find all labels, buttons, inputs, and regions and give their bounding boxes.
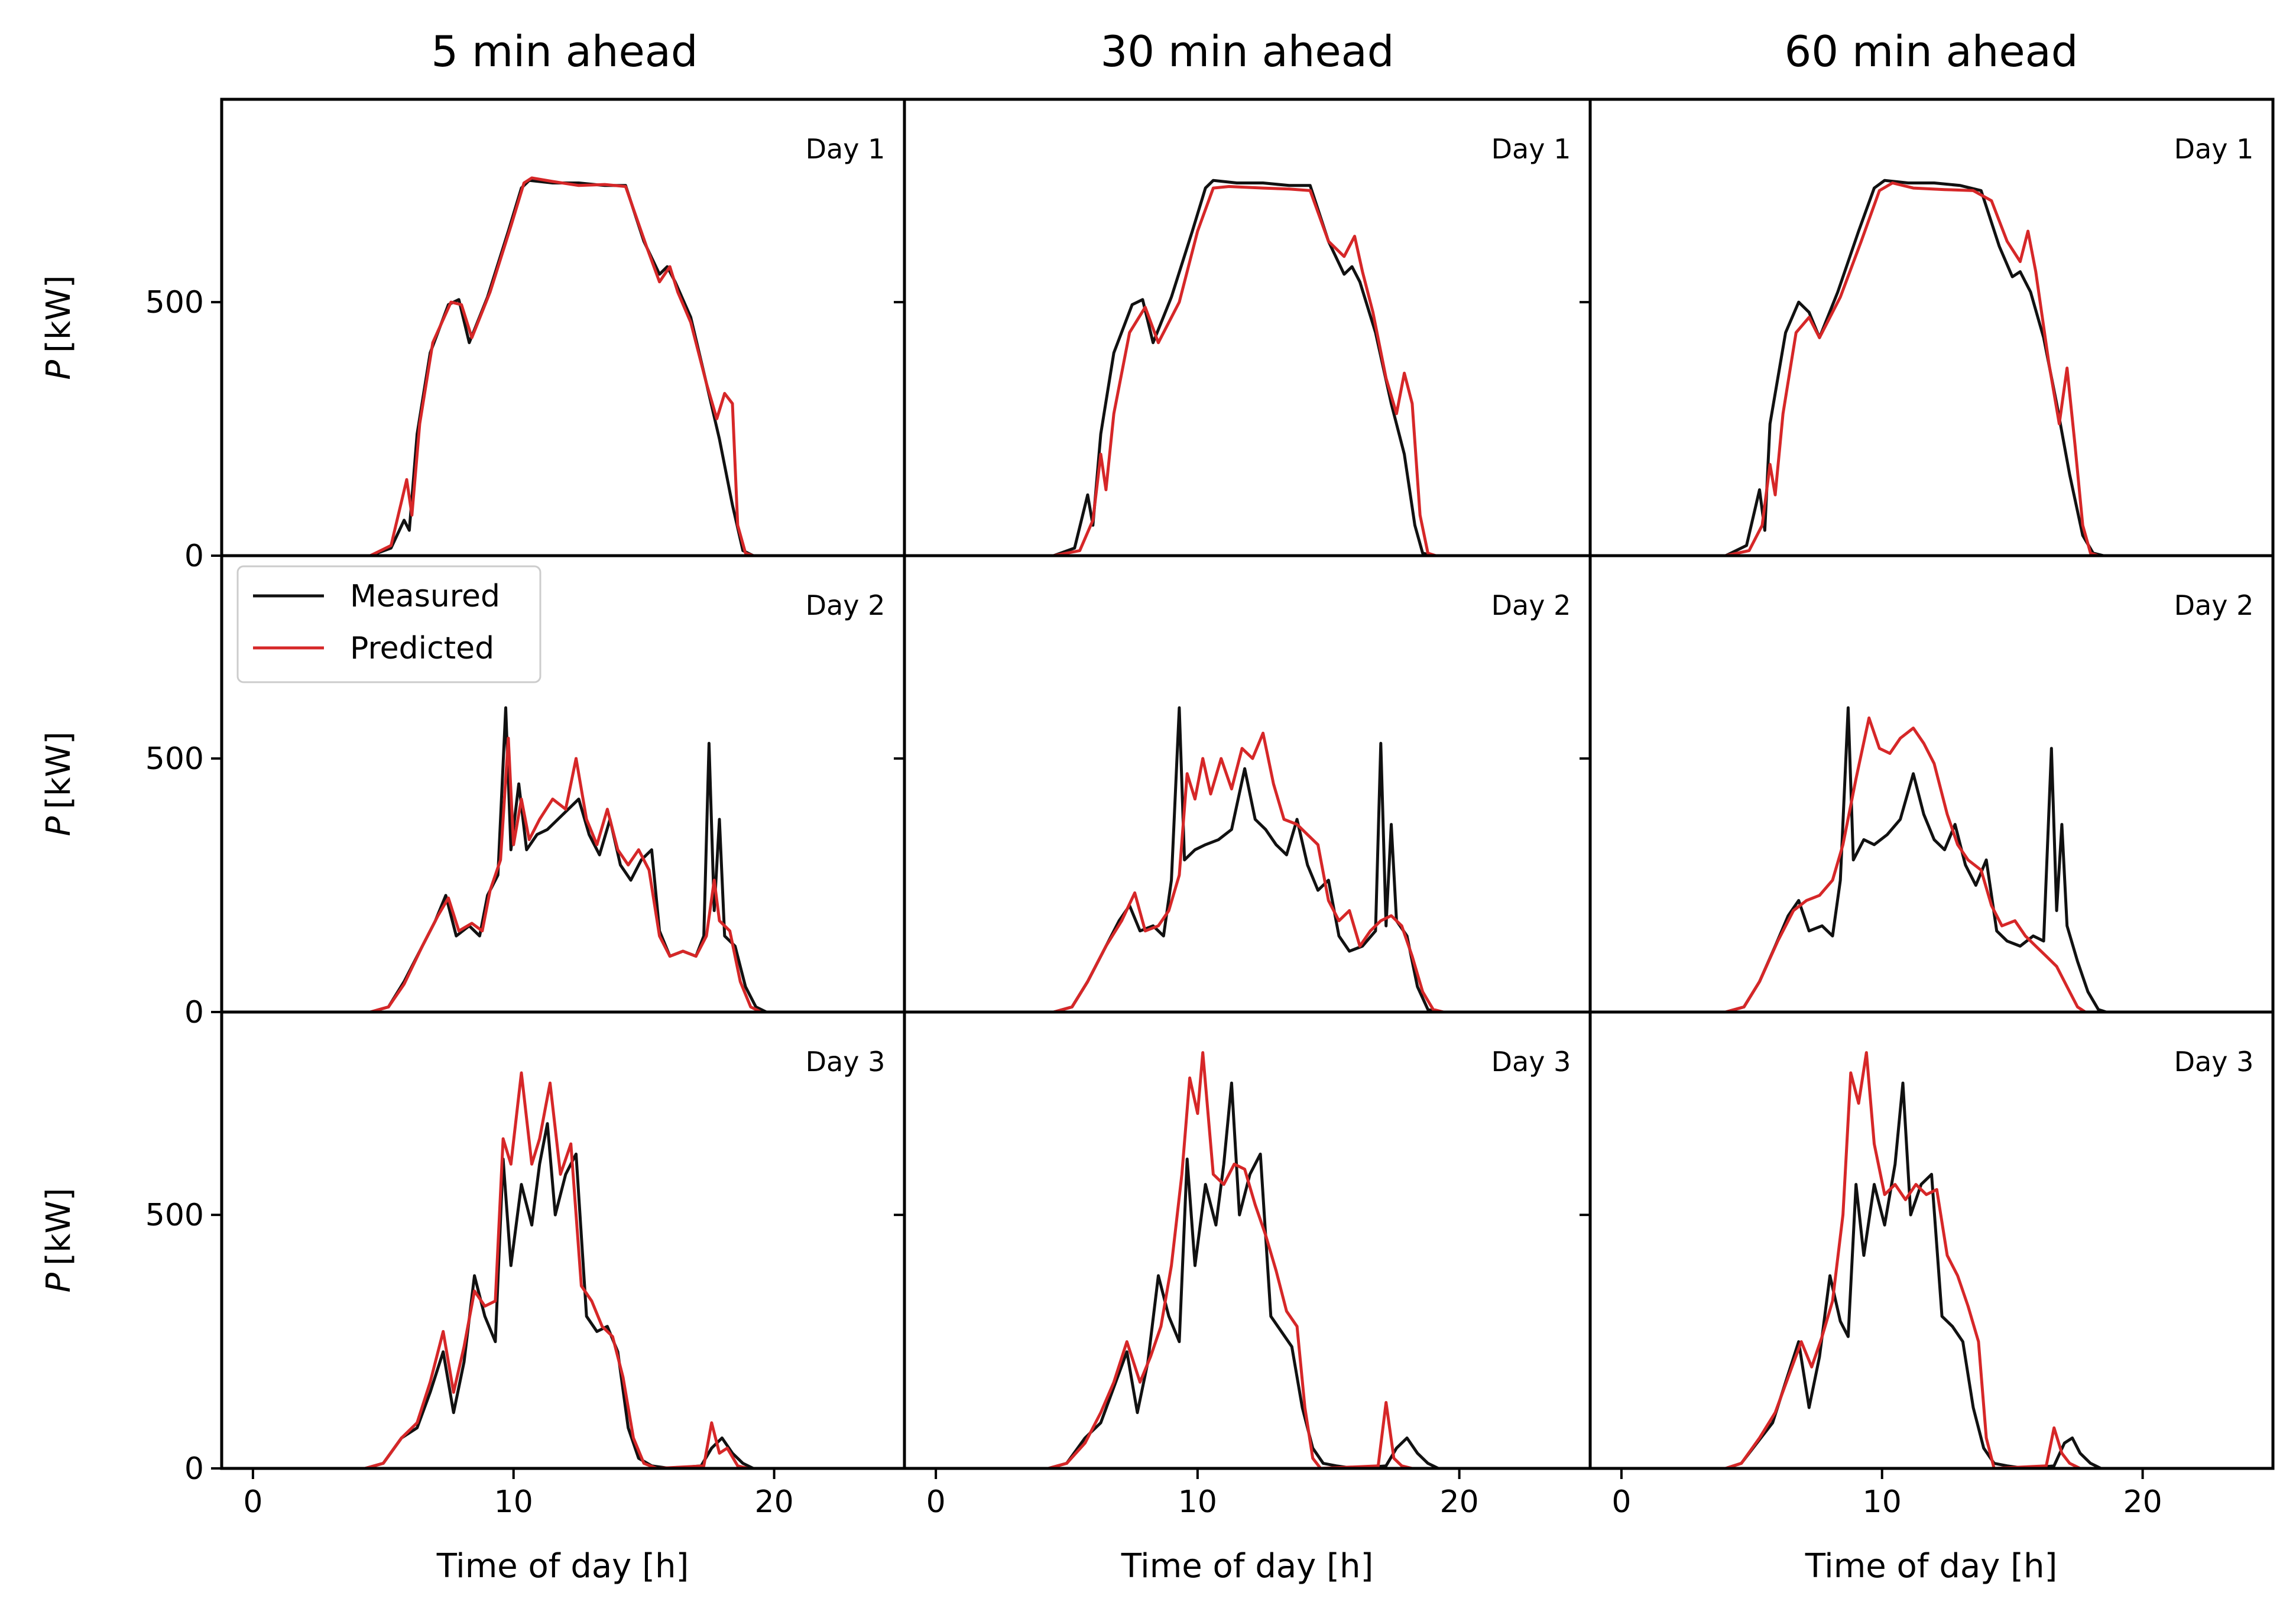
axis-ticks: 0 500 0 500 0 500 0 10 20 0 10 20 0 10 20	[145, 285, 2162, 1520]
x-tick-label: 0	[243, 1484, 262, 1520]
x-axis-label-col-2: Time of day [h]	[1805, 1547, 2058, 1585]
predicted-line-r0-c1	[934, 185, 1590, 556]
measured-line-r1-c1	[934, 706, 1590, 1012]
y-tick-label: 500	[145, 741, 204, 777]
measured-line-r0-c2	[1620, 179, 2273, 556]
panel-series-r0-c0	[251, 176, 904, 556]
y-axis-label-row-1: P [kW]	[40, 731, 78, 836]
legend-measured-label: Measured	[350, 579, 500, 614]
y-axis-label-row-2: P [kW]	[40, 1188, 78, 1292]
predicted-line-r2-c2	[1620, 1051, 2273, 1468]
day-label-r0-c2: Day 1	[2174, 133, 2254, 165]
column-title-30min: 30 min ahead	[1100, 27, 1394, 76]
y-label-italic: P	[40, 816, 78, 836]
y-label-unit: [kW]	[40, 1188, 78, 1266]
y-tick-label: 500	[145, 1198, 204, 1233]
plot-area	[251, 176, 2273, 1468]
day-label-r2-c1: Day 3	[1491, 1046, 1571, 1078]
legend: Measured Predicted	[236, 565, 541, 683]
predicted-line-r1-c0	[251, 737, 904, 1012]
panel-series-r1-c0	[251, 706, 904, 1012]
predicted-line-r2-c0	[251, 1071, 904, 1468]
panel-series-r2-c2	[1620, 1051, 2273, 1468]
x-tick-label: 0	[1611, 1484, 1631, 1520]
y-tick-label: 0	[184, 995, 204, 1030]
y-label-unit: [kW]	[40, 275, 78, 353]
day-label-r2-c2: Day 3	[2174, 1046, 2254, 1078]
predicted-line-r1-c1	[934, 731, 1590, 1012]
predicted-line-r1-c2	[1620, 716, 2273, 1012]
y-tick-label: 0	[184, 1451, 204, 1487]
predicted-line-r0-c0	[251, 176, 904, 556]
day-labels: Day 1 Day 1 Day 1 Day 2 Day 2 Day 2 Day 3 Day 3…	[806, 133, 2254, 1078]
day-label-r0-c1: Day 1	[1491, 133, 1571, 165]
svg-text:P[kW]: P [kW]	[40, 1188, 78, 1292]
x-tick-label: 20	[1440, 1484, 1479, 1520]
measured-line-r2-c2	[1620, 1081, 2273, 1468]
x-axis-label-col-0: Time of day [h]	[436, 1547, 689, 1585]
panel-series-r1-c2	[1620, 706, 2273, 1012]
y-label-italic: P	[40, 360, 78, 380]
x-tick-label: 10	[494, 1484, 533, 1520]
panel-series-r2-c0	[251, 1071, 904, 1468]
measured-line-r2-c1	[934, 1081, 1590, 1468]
measured-line-r1-c2	[1620, 706, 2273, 1012]
y-tick-label: 500	[145, 285, 204, 320]
y-tick-label: 0	[184, 539, 204, 574]
predicted-line-r0-c2	[1620, 181, 2273, 556]
day-label-r1-c2: Day 2	[2174, 589, 2254, 621]
panel-frames	[220, 98, 2275, 1470]
x-tick-label: 0	[926, 1484, 946, 1520]
day-label-r2-c0: Day 3	[806, 1046, 886, 1078]
predicted-line-r2-c1	[934, 1051, 1590, 1468]
panel-series-r2-c1	[934, 1051, 1590, 1468]
y-label-unit: [kW]	[40, 731, 78, 809]
x-tick-label: 10	[1863, 1484, 1902, 1520]
x-tick-label: 20	[2123, 1484, 2162, 1520]
panel-series-r1-c1	[934, 706, 1590, 1012]
day-label-r0-c0: Day 1	[806, 133, 886, 165]
svg-text:P[kW]: P [kW]	[40, 731, 78, 836]
x-tick-label: 10	[1178, 1484, 1217, 1520]
y-label-italic: P	[40, 1273, 78, 1293]
column-title-5min: 5 min ahead	[431, 27, 698, 76]
panel-series-r0-c1	[934, 179, 1590, 556]
y-axis-label-row-0: P [kW]	[40, 275, 78, 380]
panel-series-r0-c2	[1620, 179, 2273, 556]
panel-frame-r2-c2	[1588, 1010, 2275, 1470]
day-label-r1-c0: Day 2	[806, 589, 886, 621]
x-tick-label: 20	[754, 1484, 793, 1520]
svg-text:P[kW]: P [kW]	[40, 275, 78, 380]
column-title-60min: 60 min ahead	[1784, 27, 2078, 76]
day-label-r1-c1: Day 2	[1491, 589, 1571, 621]
legend-predicted-label: Predicted	[350, 631, 494, 666]
x-axis-label-col-1: Time of day [h]	[1121, 1547, 1374, 1585]
